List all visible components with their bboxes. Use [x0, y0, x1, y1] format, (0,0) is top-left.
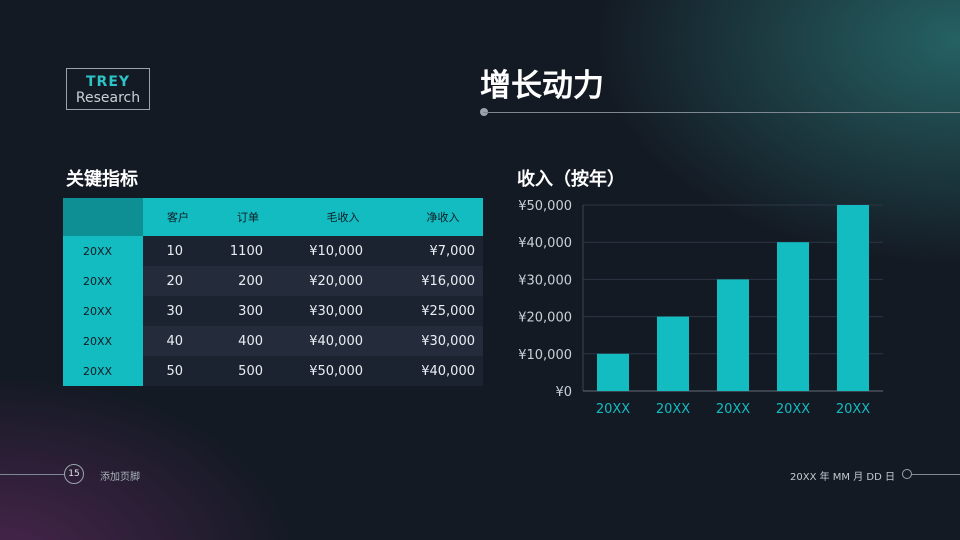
- x-tick-label: 20XX: [836, 402, 870, 417]
- footer-dot: [902, 469, 912, 479]
- kpi-table: 客户 订单 毛收入 净收入 20XX 10 1100 ¥10,000 ¥7,00…: [63, 198, 483, 386]
- table-row: 20XX 20 200 ¥20,000 ¥16,000: [63, 266, 483, 296]
- logo-line2: Research: [75, 90, 141, 106]
- cell-net: ¥16,000: [403, 266, 483, 296]
- page-number: 15: [64, 464, 84, 484]
- cell-orders: 200: [213, 266, 283, 296]
- row-label: 20XX: [63, 356, 143, 386]
- kpi-header-row: 客户 订单 毛收入 净收入: [63, 198, 483, 236]
- cell-orders: 1100: [213, 236, 283, 266]
- col-gross-revenue: 毛收入: [283, 198, 403, 236]
- cell-gross: ¥50,000: [283, 356, 403, 386]
- x-tick-label: 20XX: [656, 402, 690, 417]
- cell-gross: ¥30,000: [283, 296, 403, 326]
- x-tick-label: 20XX: [776, 402, 810, 417]
- cell-gross: ¥40,000: [283, 326, 403, 356]
- footer-divider-right: [912, 474, 960, 475]
- row-label: 20XX: [63, 266, 143, 296]
- x-tick-label: 20XX: [596, 402, 630, 417]
- bar: [837, 205, 869, 391]
- slide-title: 增长动力: [480, 68, 604, 104]
- col-net-revenue: 净收入: [403, 198, 483, 236]
- row-label: 20XX: [63, 326, 143, 356]
- col-orders: 订单: [213, 198, 283, 236]
- bar: [777, 242, 809, 391]
- cell-orders: 400: [213, 326, 283, 356]
- y-tick-label: ¥50,000: [518, 199, 572, 214]
- col-customers: 客户: [143, 198, 213, 236]
- cell-net: ¥25,000: [403, 296, 483, 326]
- kpi-heading: 关键指标: [66, 169, 138, 190]
- title-divider: [483, 112, 960, 113]
- table-row: 20XX 40 400 ¥40,000 ¥30,000: [63, 326, 483, 356]
- footer-date: 20XX 年 MM 月 DD 日: [790, 472, 895, 483]
- cell-gross: ¥10,000: [283, 236, 403, 266]
- revenue-bar-chart: ¥0 ¥10,000 ¥20,000 ¥30,000 ¥40,000 ¥50,000 20X…: [518, 199, 883, 417]
- cell-customers: 50: [143, 356, 213, 386]
- cell-net: ¥40,000: [403, 356, 483, 386]
- row-label: 20XX: [63, 296, 143, 326]
- logo-line1: TREY: [85, 74, 131, 90]
- table-row: 20XX 50 500 ¥50,000 ¥40,000: [63, 356, 483, 386]
- cell-net: ¥30,000: [403, 326, 483, 356]
- cell-customers: 20: [143, 266, 213, 296]
- footer-text: 添加页脚: [100, 472, 140, 483]
- cell-net: ¥7,000: [403, 236, 483, 266]
- footer-divider-left: [0, 474, 64, 475]
- bar: [717, 279, 749, 391]
- cell-customers: 10: [143, 236, 213, 266]
- trey-research-logo: TREY Research: [66, 68, 150, 110]
- y-tick-label: ¥20,000: [518, 311, 572, 326]
- chart-heading: 收入（按年）: [517, 169, 625, 190]
- y-tick-label: ¥0: [555, 385, 572, 400]
- table-row: 20XX 10 1100 ¥10,000 ¥7,000: [63, 236, 483, 266]
- table-row: 20XX 30 300 ¥30,000 ¥25,000: [63, 296, 483, 326]
- y-tick-label: ¥40,000: [518, 236, 572, 251]
- x-tick-label: 20XX: [716, 402, 750, 417]
- cell-gross: ¥20,000: [283, 266, 403, 296]
- cell-customers: 30: [143, 296, 213, 326]
- cell-orders: 300: [213, 296, 283, 326]
- y-tick-label: ¥10,000: [518, 348, 572, 363]
- bar: [657, 316, 689, 391]
- bar: [597, 353, 629, 391]
- row-label: 20XX: [63, 236, 143, 266]
- cell-orders: 500: [213, 356, 283, 386]
- y-tick-label: ¥30,000: [518, 273, 572, 288]
- cell-customers: 40: [143, 326, 213, 356]
- kpi-corner-cell: [63, 198, 143, 236]
